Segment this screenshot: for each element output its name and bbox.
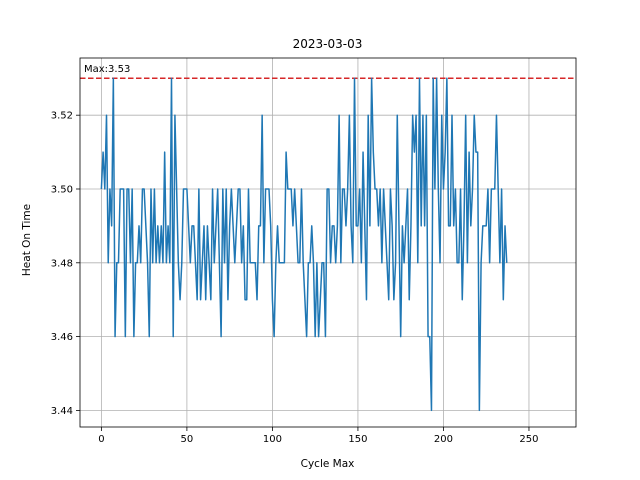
- x-tick-label: 250: [519, 434, 538, 445]
- grid-lines: [80, 58, 576, 427]
- y-tick-label: 3.46: [51, 332, 73, 343]
- x-tick-label: 150: [348, 434, 367, 445]
- y-axis-label: Heat On Time: [21, 204, 33, 276]
- x-tick-label: 50: [181, 434, 194, 445]
- x-axis: 0 50 100 150 200 250: [98, 427, 539, 445]
- plot-frame: [79, 57, 577, 428]
- x-tick-label: 100: [263, 434, 282, 445]
- y-tick-label: 3.44: [51, 406, 73, 417]
- chart-title: 2023-03-03: [293, 37, 363, 51]
- max-annotation: Max:3.53: [84, 64, 130, 75]
- y-tick-label: 3.48: [51, 258, 73, 269]
- plot-area: [80, 77, 576, 412]
- x-tick-label: 0: [98, 434, 104, 445]
- y-tick-label: 3.50: [51, 184, 73, 195]
- x-tick-label: 200: [434, 434, 453, 445]
- x-axis-label: Cycle Max: [301, 458, 355, 470]
- series-line: [100, 77, 508, 412]
- y-axis: 3.44 3.46 3.48 3.50 3.52: [51, 111, 80, 417]
- y-tick-label: 3.52: [51, 111, 73, 122]
